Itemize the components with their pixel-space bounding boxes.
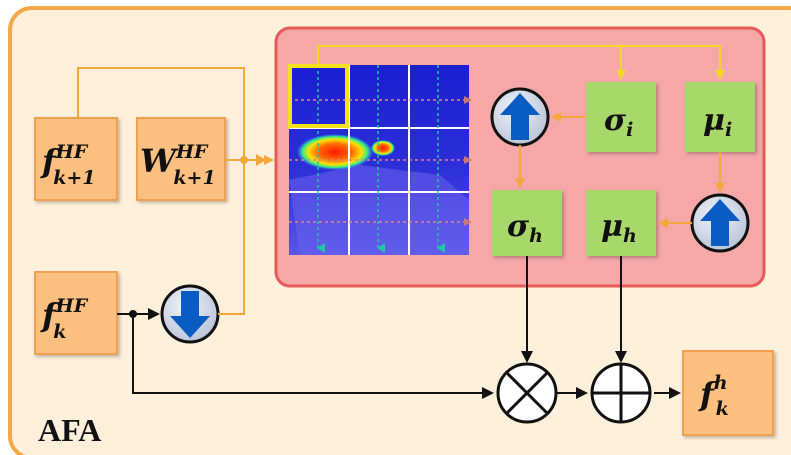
input-f-next-sub: k+1 bbox=[53, 167, 95, 189]
arrow-up-icon bbox=[490, 87, 550, 147]
svg-text:σh: σh bbox=[507, 209, 543, 247]
input-f-k-symbol: f bbox=[40, 296, 61, 334]
mu-i-box bbox=[685, 82, 755, 152]
arrow-down-icon bbox=[160, 284, 220, 344]
arrow-f-next-to-panel bbox=[77, 67, 245, 160]
input-f-k-sup: HF bbox=[55, 295, 89, 317]
arrow-f-k-to-multiply bbox=[132, 314, 494, 399]
heatmap-grid bbox=[288, 64, 472, 255]
junction-dot bbox=[240, 156, 248, 164]
mu-i-sub: i bbox=[725, 119, 732, 141]
sigma-h-sub: h bbox=[529, 225, 543, 247]
sigma-i-box bbox=[586, 82, 656, 152]
arrow-up-icon bbox=[690, 193, 750, 253]
sigma-i-symbol: σ bbox=[604, 103, 627, 138]
add-operator bbox=[590, 362, 652, 424]
input-f-next-sup: HF bbox=[55, 141, 89, 163]
output-symbol: f bbox=[698, 375, 719, 413]
mu-h-symbol: μ bbox=[601, 209, 623, 244]
sigma-i-sub: i bbox=[626, 119, 633, 141]
input-w-next-sup: HF bbox=[175, 141, 209, 163]
arrow-down-to-panel bbox=[218, 160, 245, 315]
mu-h-sub: h bbox=[623, 225, 637, 247]
svg-text:μh: μh bbox=[601, 209, 637, 247]
branch-dot bbox=[129, 310, 137, 318]
multiply-operator bbox=[496, 362, 558, 424]
sigma-h-box bbox=[492, 190, 562, 256]
selected-window bbox=[288, 64, 349, 128]
output-sub: k bbox=[716, 398, 729, 420]
input-f-k-sub: k bbox=[53, 321, 66, 343]
output-sup: h bbox=[714, 372, 728, 394]
svg-text:σi: σi bbox=[604, 103, 633, 141]
svg-text:fhk: fh k bbox=[698, 372, 729, 420]
input-f-k-box bbox=[34, 271, 118, 355]
input-f-next-box bbox=[34, 117, 118, 201]
afa-module-label: AFA bbox=[38, 412, 101, 448]
svg-text:μi: μi bbox=[703, 103, 732, 141]
input-f-next-symbol: f bbox=[40, 142, 61, 180]
sigma-h-symbol: σ bbox=[507, 209, 530, 244]
mu-i-symbol: μ bbox=[703, 103, 725, 138]
output-box bbox=[682, 350, 774, 436]
input-w-next-sub: k+1 bbox=[173, 167, 215, 189]
mu-h-box bbox=[586, 190, 656, 256]
arrow-window-to-stats bbox=[317, 45, 725, 80]
input-w-next-symbol: W bbox=[140, 142, 179, 180]
